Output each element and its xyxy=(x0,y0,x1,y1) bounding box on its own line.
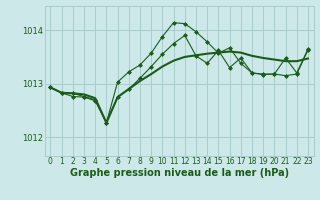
X-axis label: Graphe pression niveau de la mer (hPa): Graphe pression niveau de la mer (hPa) xyxy=(70,168,289,178)
